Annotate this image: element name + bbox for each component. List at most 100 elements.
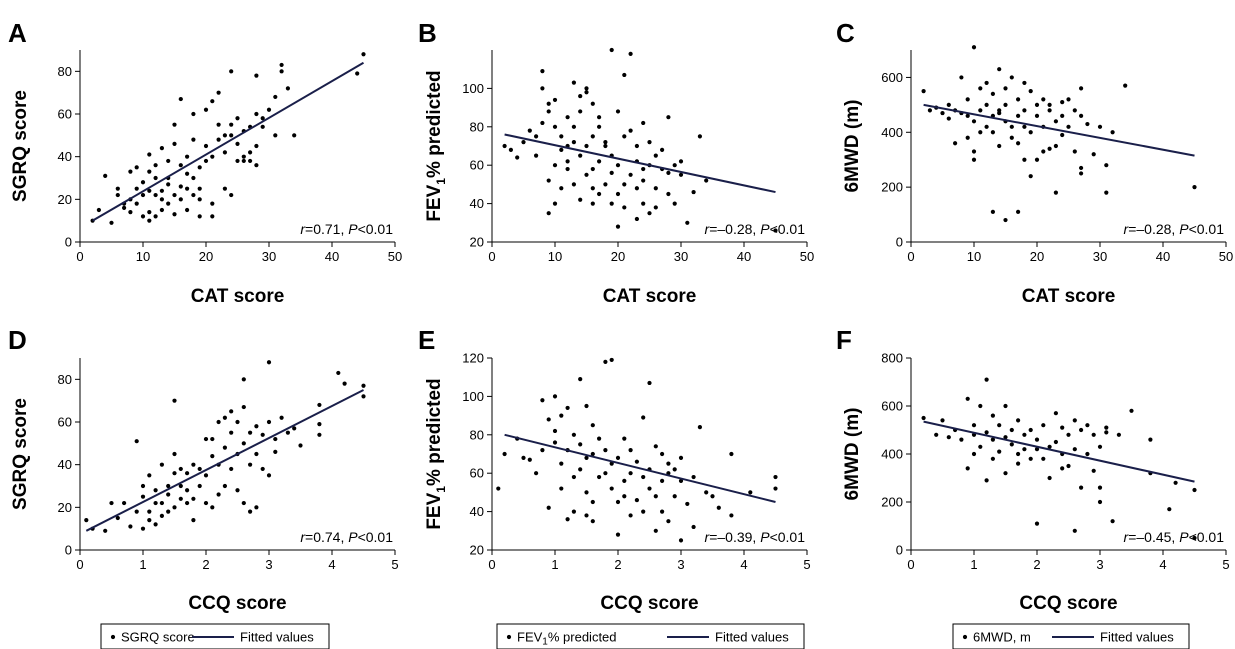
data-point: [609, 357, 614, 363]
annotation-r-value: =–0.45,: [1128, 529, 1179, 545]
data-point: [641, 415, 646, 420]
data-point: [1148, 437, 1153, 442]
data-point: [153, 175, 158, 181]
correlation-annotation: r=–0.28, P<0.01: [705, 221, 806, 237]
data-point: [571, 182, 577, 187]
fitted-line: [923, 103, 1195, 157]
data-point: [578, 442, 583, 447]
data-point: [147, 518, 152, 523]
data-point: [990, 209, 996, 214]
data-point: [147, 188, 152, 193]
data-point: [634, 497, 640, 503]
data-point: [559, 461, 564, 466]
data-point: [559, 486, 564, 491]
data-point: [984, 478, 989, 483]
y-tick-label: 80: [470, 427, 484, 442]
data-point: [1097, 485, 1103, 490]
data-point: [697, 134, 703, 139]
data-point: [590, 499, 595, 505]
data-point: [990, 456, 996, 461]
data-point: [997, 67, 1002, 72]
data-point: [615, 224, 621, 229]
data-point: [197, 214, 202, 219]
y-tick-label: 0: [896, 235, 903, 250]
data-point: [147, 152, 152, 157]
panel-d: D 0 1 2 3 4 5 0 20 40 60 80 CCQ score SGRQ score r=0.7…: [8, 325, 399, 649]
annotation-p-value: <0.01: [1189, 529, 1225, 545]
annotation-p-value: <0.01: [770, 221, 806, 237]
panel-letter: D: [8, 325, 27, 355]
data-point: [597, 191, 602, 197]
data-point: [590, 451, 595, 457]
data-point: [1041, 456, 1046, 461]
data-point: [1047, 444, 1052, 449]
data-point: [609, 201, 614, 206]
x-tick-label: 4: [740, 557, 747, 572]
data-point: [1041, 149, 1046, 154]
panel-a: A 0 10 20 30 40 50 0 20 40 60 80 CAT score SGRQ score…: [8, 18, 402, 307]
x-tick-label: 0: [907, 557, 914, 572]
annotation-r-value: =–0.39,: [709, 529, 760, 545]
panel-letter: F: [836, 325, 852, 355]
x-tick-label: 10: [136, 249, 150, 264]
data-point: [978, 86, 983, 91]
data-point: [1079, 86, 1084, 91]
legend-points-rest: % predicted: [548, 630, 617, 645]
data-point: [285, 430, 290, 435]
data-point: [971, 149, 977, 154]
data-point: [971, 45, 977, 50]
y-tick-label: 200: [881, 180, 903, 195]
data-point: [254, 143, 259, 149]
data-point: [660, 451, 665, 457]
data-point: [773, 486, 778, 491]
data-point: [1060, 425, 1065, 430]
data-point: [203, 436, 209, 442]
data-point: [216, 90, 221, 95]
data-point: [603, 182, 608, 187]
y-tick-label: 20: [470, 235, 484, 250]
data-point: [216, 419, 221, 425]
y-tick-label: 60: [58, 107, 72, 122]
data-point: [140, 494, 146, 499]
data-point: [222, 133, 227, 138]
data-point: [647, 380, 652, 386]
data-point: [647, 211, 652, 216]
data-point: [159, 513, 164, 518]
data-point: [84, 518, 89, 523]
data-point: [342, 381, 347, 386]
data-point: [222, 186, 227, 191]
data-point: [1053, 143, 1058, 149]
data-point: [1072, 108, 1077, 113]
data-point: [628, 172, 633, 177]
data-point: [704, 490, 709, 495]
data-point: [361, 394, 366, 399]
data-point: [704, 178, 709, 183]
data-point: [134, 509, 139, 514]
data-point: [172, 122, 177, 127]
fitted-line: [923, 420, 1195, 483]
data-point: [672, 467, 677, 472]
data-point: [622, 205, 627, 210]
data-point: [1072, 447, 1077, 452]
data-point: [317, 432, 322, 437]
x-tick-label: 30: [262, 249, 276, 264]
data-point: [197, 197, 202, 202]
data-point: [241, 404, 246, 410]
data-point: [615, 499, 621, 505]
data-point: [1097, 499, 1103, 505]
data-point: [666, 519, 671, 524]
data-point: [361, 383, 366, 388]
data-point: [615, 109, 621, 114]
data-point: [584, 455, 589, 460]
legend-line-label: Fitted values: [715, 630, 789, 645]
data-point: [210, 154, 215, 159]
data-point: [1116, 432, 1121, 437]
x-tick-label: 50: [388, 249, 402, 264]
x-tick-label: 3: [265, 557, 272, 572]
data-point: [590, 166, 595, 172]
data-point: [279, 62, 284, 68]
data-point: [254, 111, 259, 117]
x-tick-label: 1: [970, 557, 977, 572]
data-point: [641, 178, 646, 183]
